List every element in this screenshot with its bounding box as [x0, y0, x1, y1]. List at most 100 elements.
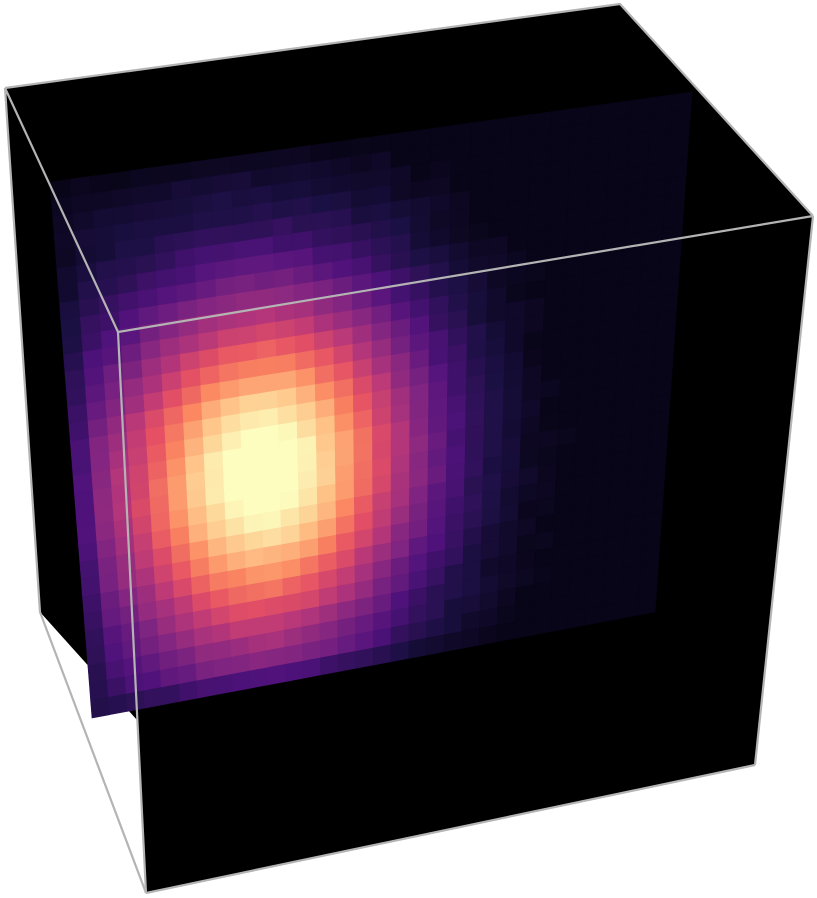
voxel-cell	[588, 136, 611, 157]
voxel-cell	[332, 309, 354, 331]
voxel-cell	[82, 593, 103, 615]
voxel-cell	[267, 664, 286, 686]
voxel-cell	[624, 198, 647, 219]
voxel-cell	[230, 153, 252, 175]
voxel-cell	[351, 221, 372, 243]
voxel-cell	[528, 161, 551, 183]
voxel-cell	[135, 253, 157, 275]
voxel-cell	[524, 297, 545, 318]
voxel-cell	[409, 281, 431, 302]
voxel-cell	[108, 449, 130, 471]
voxel-cell	[69, 176, 92, 197]
voxel-cell	[447, 342, 468, 364]
voxel-cell	[263, 544, 283, 566]
voxel-cell	[298, 503, 319, 525]
voxel-cell	[333, 326, 354, 348]
voxel-cell	[176, 282, 198, 304]
voxel-cell	[549, 125, 572, 146]
voxel-cell	[505, 283, 527, 304]
voxel-cell	[281, 541, 301, 563]
voxel-cell	[353, 409, 373, 430]
voxel-cell	[294, 332, 315, 354]
voxel-cell	[177, 299, 198, 321]
voxel-cell	[155, 597, 176, 619]
voxel-cell	[153, 233, 176, 255]
voxel-cell	[590, 102, 613, 124]
voxel-cell	[602, 251, 624, 272]
voxel-cell	[336, 531, 356, 553]
voxel-cell	[68, 420, 90, 442]
voxel-cell	[542, 310, 564, 332]
voxel-cell	[390, 454, 410, 475]
voxel-cell	[129, 167, 152, 189]
voxel-cell	[409, 365, 430, 387]
voxel-cell	[448, 292, 469, 313]
voxel-cell	[353, 477, 374, 499]
voxel-cell	[390, 403, 411, 424]
voxel-cell	[136, 583, 157, 605]
voxel-cell	[297, 469, 318, 491]
voxel-cell	[214, 673, 234, 696]
voxel-cell	[123, 377, 145, 399]
voxel-cell	[410, 196, 431, 217]
voxel-cell	[333, 361, 354, 382]
voxel-cell	[351, 187, 372, 209]
voxel-cell	[333, 378, 354, 399]
voxel-cell	[333, 344, 354, 365]
voxel-cell	[353, 460, 373, 482]
voxel-cell	[207, 536, 228, 558]
voxel-cell	[93, 224, 116, 246]
voxel-cell	[256, 356, 278, 377]
voxel-cell	[334, 412, 355, 434]
voxel-cell	[173, 230, 195, 252]
voxel-cell	[390, 131, 412, 152]
voxel-cell	[371, 286, 392, 308]
voxel-cell	[310, 142, 332, 163]
voxel-cell	[464, 458, 484, 480]
voxel-cell	[331, 173, 352, 195]
voxel-cell	[469, 170, 491, 192]
voxel-cell	[60, 317, 82, 338]
voxel-cell	[114, 535, 136, 557]
voxel-cell	[191, 193, 214, 215]
voxel-cell	[623, 214, 645, 236]
voxel-cell	[331, 207, 353, 229]
voxel-cell	[409, 382, 430, 404]
voxel-cell	[198, 347, 220, 369]
voxel-cell	[220, 413, 242, 435]
voxel-cell	[122, 359, 144, 381]
voxel-cell	[208, 553, 229, 575]
voxel-cell	[331, 190, 352, 212]
voxel-cell	[450, 122, 472, 144]
voxel-cell	[526, 229, 548, 251]
voxel-cell	[134, 549, 155, 571]
voxel-cell	[157, 302, 179, 324]
voxel-cell	[569, 139, 591, 160]
voxel-cell	[145, 425, 166, 447]
voxel-cell	[330, 156, 352, 178]
voxel-cell	[561, 307, 583, 329]
voxel-cell	[118, 587, 139, 609]
voxel-cell	[270, 164, 292, 186]
voxel-cell	[430, 159, 452, 180]
voxel-cell	[562, 291, 584, 312]
voxel-cell	[605, 201, 627, 222]
voxel-cell	[409, 349, 430, 370]
voxel-cell	[448, 309, 469, 330]
voxel-cell	[90, 697, 110, 719]
voxel-cell	[139, 635, 160, 657]
voxel-cell	[470, 153, 491, 175]
voxel-cell	[262, 527, 283, 549]
voxel-cell	[257, 373, 278, 395]
voxel-cell	[273, 250, 294, 272]
voxel-cell	[167, 474, 188, 496]
voxel-cell	[195, 279, 217, 301]
voxel-cell	[487, 235, 509, 256]
voxel-cell	[153, 563, 174, 585]
voxel-cell	[260, 475, 281, 497]
voxel-cell	[283, 626, 303, 648]
voxel-cell	[170, 525, 191, 547]
voxel-cell	[486, 286, 508, 307]
voxel-cell	[172, 577, 193, 599]
voxel-cell	[202, 416, 223, 438]
